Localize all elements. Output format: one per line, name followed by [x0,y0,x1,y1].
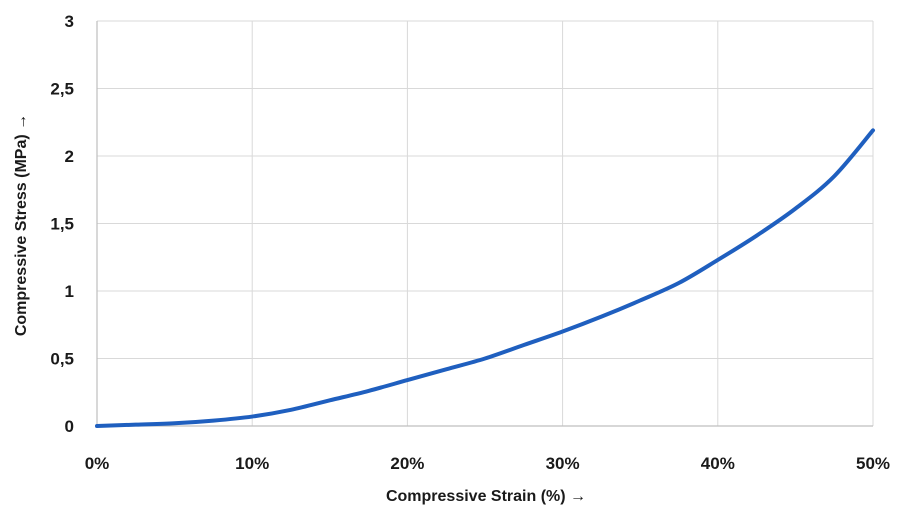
x-tick-label: 50% [856,454,890,473]
series-layer [95,128,875,428]
x-tick-label: 0% [85,454,110,473]
x-tick-label: 10% [235,454,269,473]
y-axis-title: Compressive Stress (MPa) → [13,114,30,336]
y-tick-label: 1 [65,282,74,301]
y-tick-label: 0 [65,417,74,436]
axes [96,21,873,427]
x-tick-label: 30% [546,454,580,473]
y-tick-label: 1,5 [50,215,74,234]
series-line [95,128,875,428]
x-tick-label: 20% [390,454,424,473]
y-tick-label: 3 [65,12,74,31]
gridlines [97,20,874,426]
x-axis-title: Compressive Strain (%) → [386,488,586,505]
x-tick-label: 40% [701,454,735,473]
tick-labels: 0% 10% 20% 30% 40% 50% 0 0,5 1 1,5 2 2,5 3 [50,12,890,473]
y-tick-label: 2,5 [50,80,74,99]
y-tick-label: 0,5 [50,350,74,369]
y-tick-label: 2 [65,147,74,166]
